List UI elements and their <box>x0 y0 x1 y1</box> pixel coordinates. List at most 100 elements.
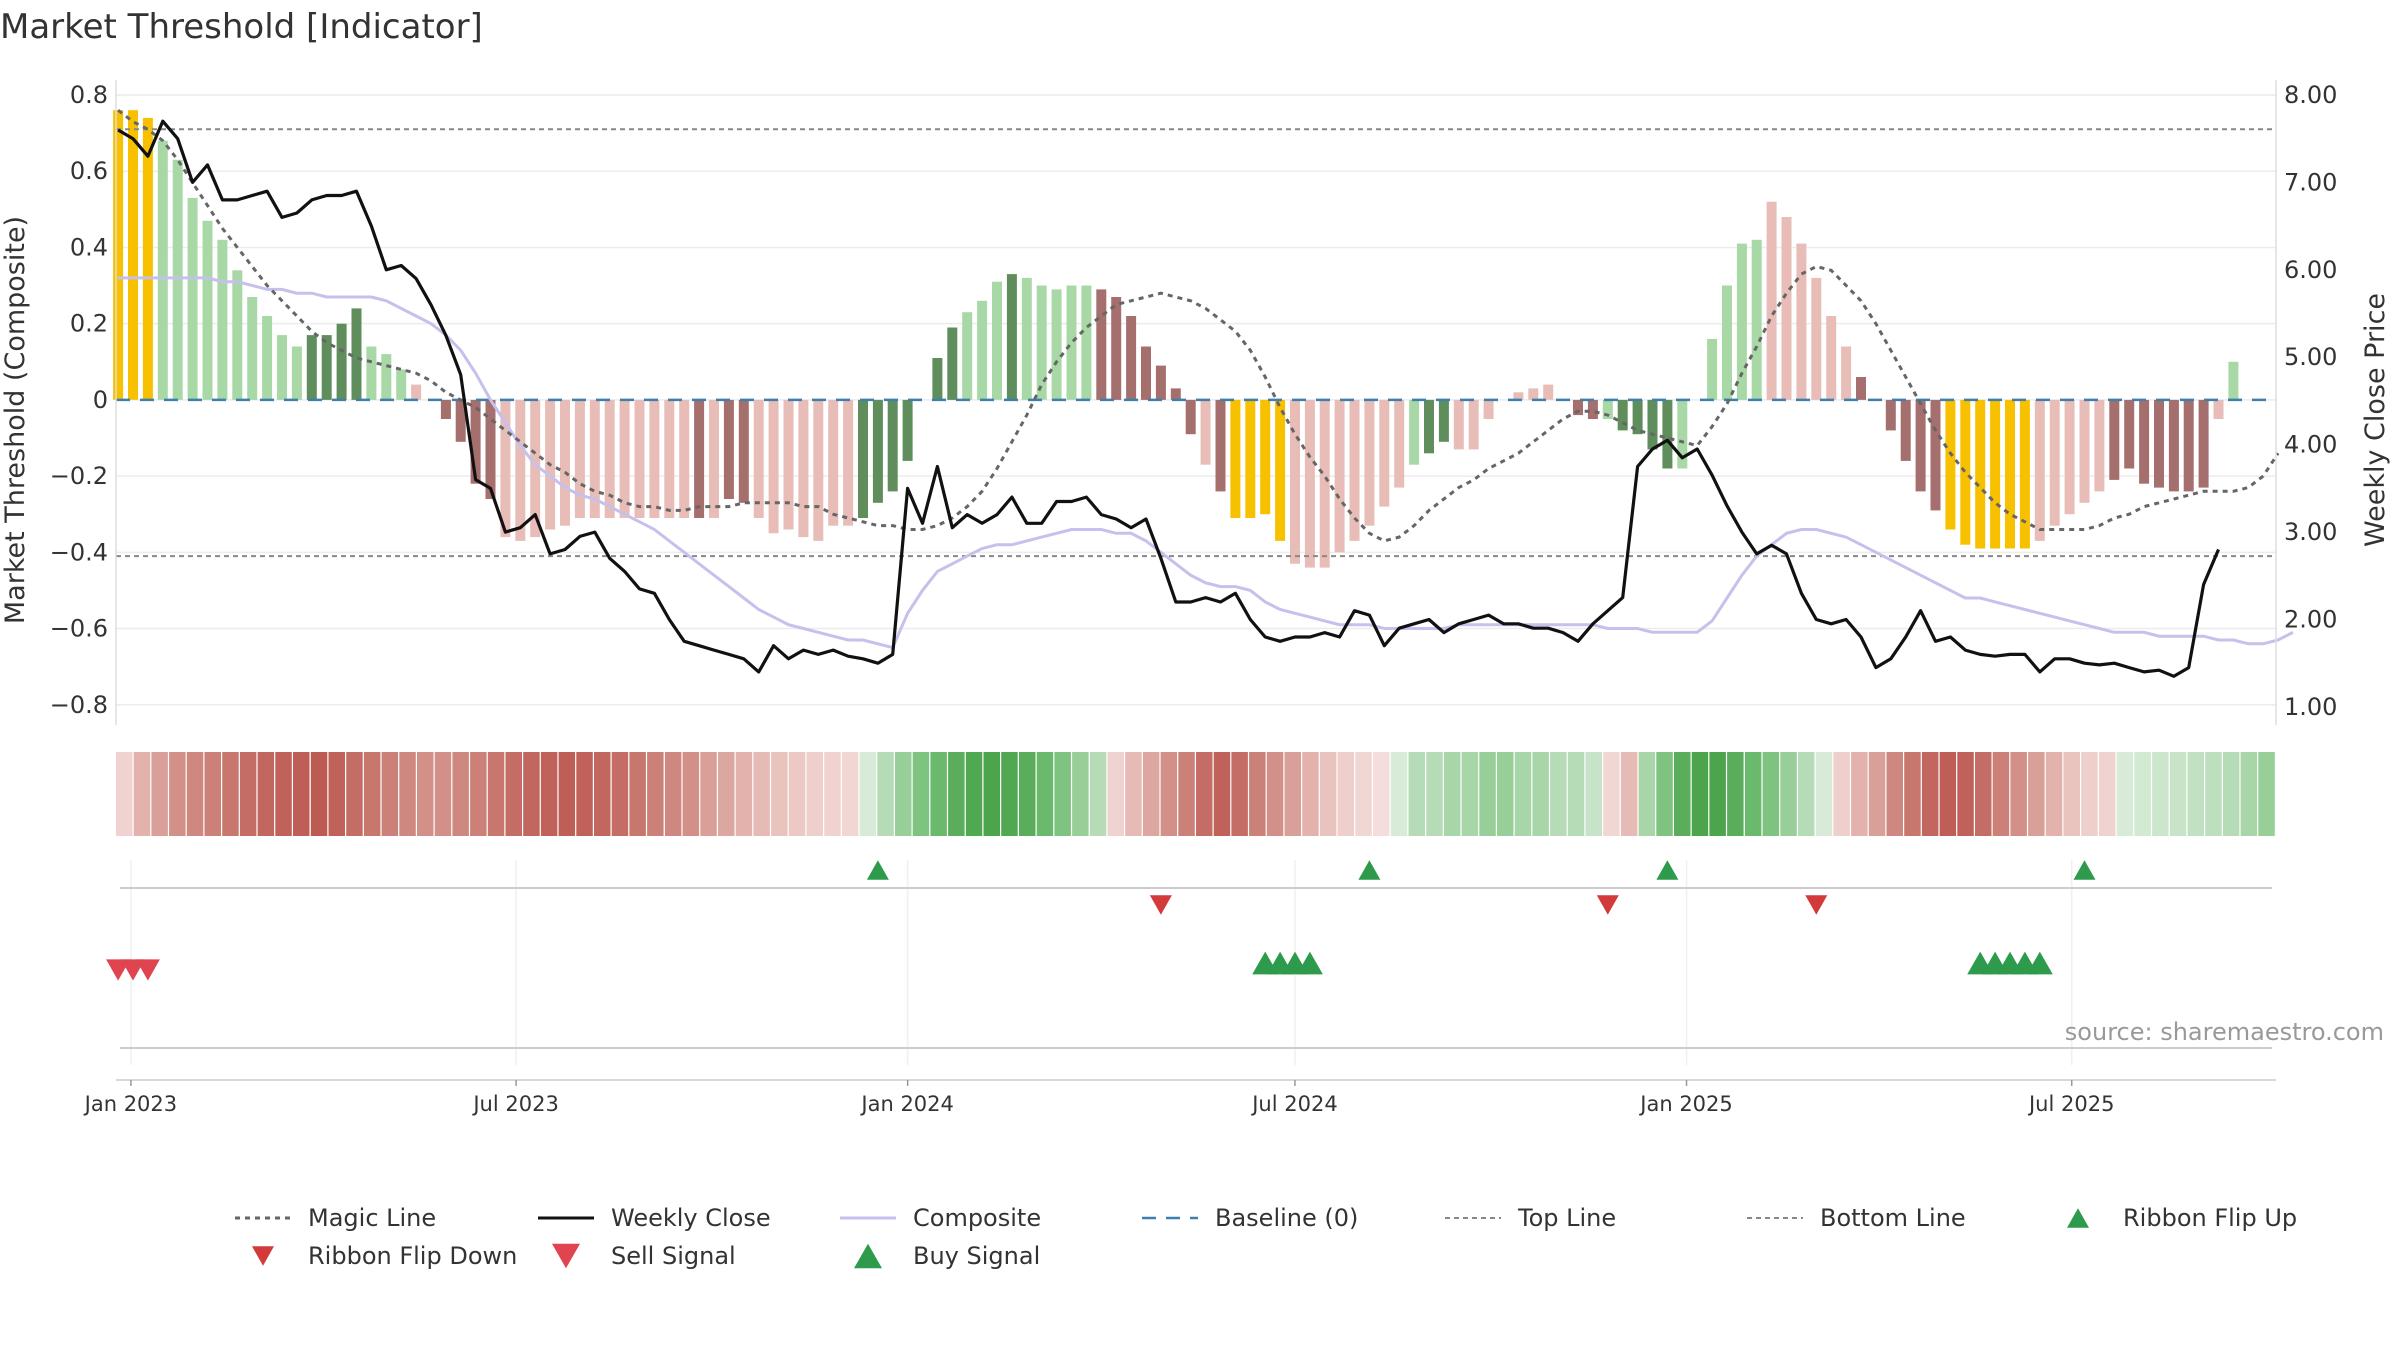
composite-bar <box>2124 399 2135 469</box>
composite-bar <box>1751 239 1762 400</box>
composite-bar <box>1304 399 1315 568</box>
ribbon-cell <box>1603 752 1620 836</box>
composite-bar <box>2049 399 2060 526</box>
legend-item: Sell Signal <box>552 1242 736 1270</box>
ribbon-cell <box>452 752 469 836</box>
legend-swatch-sell <box>552 1243 580 1269</box>
composite-bar <box>2109 399 2120 480</box>
ribbon-cell <box>718 752 735 836</box>
ribbon-cell <box>1319 752 1337 836</box>
ribbon-cell <box>275 752 292 836</box>
ribbon-cell <box>2116 752 2134 836</box>
composite-bar <box>977 300 988 400</box>
y-right-tick-label: 7.00 <box>2284 168 2337 196</box>
composite-bar <box>1960 399 1971 545</box>
composite-bar <box>1468 399 1479 450</box>
composite-bar <box>396 369 407 400</box>
composite-bar <box>828 399 839 526</box>
ribbon-cell <box>310 752 328 836</box>
composite-bar <box>947 327 958 400</box>
ribbon-cell <box>948 752 965 836</box>
ribbon-cell <box>594 752 611 836</box>
composite-bar <box>1885 399 1896 431</box>
ribbon-cell <box>1851 752 1868 836</box>
composite-bar <box>1036 285 1047 400</box>
ribbon-cell <box>1337 752 1355 836</box>
composite-bar <box>1707 338 1718 400</box>
ribbon-cell <box>1939 752 1957 836</box>
composite-bar <box>813 399 824 541</box>
composite-bar <box>2168 399 2179 492</box>
composite-bar <box>1841 346 1852 400</box>
composite-bar <box>2019 399 2030 549</box>
composite-bar <box>1945 399 1956 530</box>
legend-label: Magic Line <box>308 1204 436 1232</box>
composite-bar <box>1990 399 2001 549</box>
ribbon-cell <box>1975 752 1992 836</box>
ribbon-cell <box>1815 752 1833 836</box>
x-axis: Jan 2023 Jul 2023 Jan 2024 Jul 2024 Jan 2025… <box>83 1079 2276 1116</box>
ribbon-cell <box>2063 752 2080 836</box>
composite-bar <box>291 346 302 400</box>
composite-bar <box>321 335 332 400</box>
ribbon-flip-up-marker <box>866 860 889 880</box>
composite-bar <box>768 399 779 534</box>
composite-bar <box>872 399 883 503</box>
x-tick-label: Jul 2024 <box>1250 1092 1337 1116</box>
composite-bar <box>381 354 392 400</box>
ribbon-cell <box>1709 752 1726 836</box>
ribbon-cell <box>1390 752 1408 836</box>
axes: 0.8 0.6 0.4 0.2 0 −0.2 −0.4 −0.6 −0.8 8.00 7.00 6.0… <box>50 80 2337 725</box>
ribbon-cell <box>1727 752 1744 836</box>
ribbon-cell <box>1054 752 1071 836</box>
ribbon-cell <box>116 752 133 836</box>
ribbon-cell <box>505 752 522 836</box>
y-right-tick-label: 6.00 <box>2284 256 2337 284</box>
composite-bars <box>113 110 2239 568</box>
x-tick-label: Jan 2024 <box>859 1092 954 1116</box>
ribbon-cell <box>1426 752 1443 836</box>
ribbon-cell <box>1992 752 2010 836</box>
composite-bar <box>1394 399 1405 488</box>
ribbon-cell <box>346 752 363 836</box>
composite-bar <box>1677 399 1688 469</box>
ribbon-cell <box>1284 752 1301 836</box>
ribbon-flip-down-marker <box>1805 895 1828 915</box>
composite-bar <box>1334 399 1345 553</box>
composite-bar <box>2005 399 2015 549</box>
composite-bar <box>962 312 973 400</box>
ribbon-cell <box>1142 752 1160 836</box>
ribbon-cell <box>735 752 753 836</box>
legend-item: Baseline (0) <box>1142 1204 1358 1232</box>
ribbon-cell <box>2081 752 2098 836</box>
composite-bar <box>247 297 258 400</box>
legend-label: Weekly Close <box>611 1204 771 1232</box>
composite-bar <box>1245 399 1256 518</box>
composite-bar <box>1424 399 1434 454</box>
composite-bar <box>1722 285 1732 400</box>
ribbon-cell <box>1550 752 1567 836</box>
composite-bar <box>1632 399 1643 435</box>
ribbon-cell <box>983 752 1000 836</box>
ribbon-cell <box>1178 752 1195 836</box>
ribbon-cell <box>965 752 983 836</box>
composite-bar <box>1349 399 1360 541</box>
composite-bar <box>306 335 317 400</box>
ribbon-cell <box>1461 752 1479 836</box>
ribbon-cell <box>540 752 558 836</box>
composite-bar <box>738 399 749 503</box>
line-series <box>116 109 2294 678</box>
ribbon-cell <box>1638 752 1656 836</box>
composite-bar <box>1185 399 1196 435</box>
composite-bar <box>679 399 690 518</box>
ribbon-cell <box>1762 752 1780 836</box>
composite-bar <box>1021 277 1032 400</box>
composite-bar <box>1066 285 1077 400</box>
legend-item: Ribbon Flip Up <box>2067 1204 2297 1232</box>
ribbon-cell <box>204 752 221 836</box>
composite-bar <box>1781 217 1792 400</box>
composite-bar <box>574 399 585 518</box>
composite-bar <box>157 140 168 400</box>
composite-bar <box>455 399 466 442</box>
ribbon-cell <box>1656 752 1673 836</box>
